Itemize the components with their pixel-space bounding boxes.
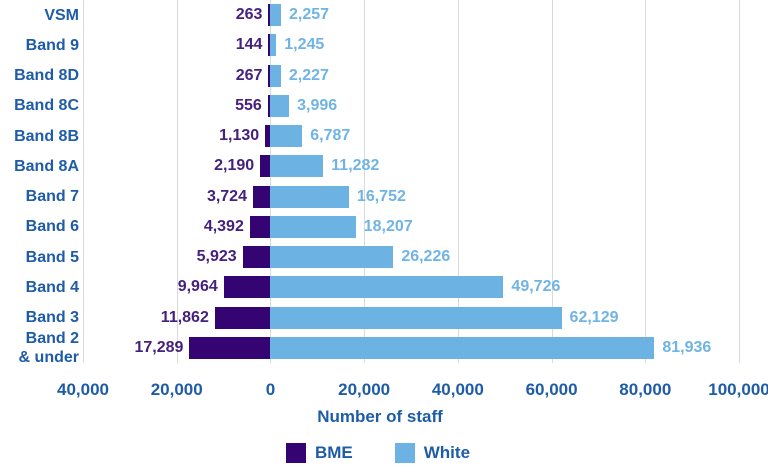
- x-tick-label: 80,000: [619, 380, 672, 399]
- white-bar: [270, 34, 277, 57]
- white-bar: [270, 64, 281, 87]
- bme-bar: [189, 336, 271, 359]
- bme-bar: [242, 246, 271, 269]
- gridline: [457, 0, 459, 363]
- gridline: [364, 0, 366, 363]
- white-bar: [270, 246, 394, 269]
- white-bar: [270, 306, 562, 329]
- bme-bar: [223, 276, 271, 299]
- bme-bar: [268, 34, 271, 57]
- gridline: [551, 0, 553, 363]
- bme-bar: [249, 215, 271, 238]
- category-label: Band 7: [25, 188, 79, 206]
- x-tick-label: 60,000: [525, 380, 578, 399]
- category-label: Band 5: [25, 248, 79, 266]
- white-value-label: 2,257: [289, 6, 330, 24]
- bme-value-label: 263: [235, 6, 263, 24]
- bme-swatch-icon: [285, 443, 306, 463]
- white-bar: [270, 155, 324, 178]
- bme-value-label: 9,964: [177, 278, 218, 296]
- category-label: Band 8D: [14, 67, 79, 85]
- category-label: Band 3: [25, 309, 79, 327]
- white-bar: [270, 4, 281, 27]
- white-value-label: 1,245: [284, 36, 325, 54]
- bme-value-label: 4,392: [203, 217, 244, 235]
- x-tick-label: 20,000: [150, 380, 203, 399]
- x-tick-label: 40,000: [57, 380, 109, 399]
- white-bar: [270, 185, 349, 208]
- bme-value-label: 3,724: [206, 187, 247, 205]
- bme-bar: [252, 185, 271, 208]
- x-tick-label: 0: [265, 380, 276, 399]
- bme-bar: [260, 155, 271, 178]
- white-value-label: 26,226: [401, 248, 451, 266]
- bme-value-label: 11,862: [160, 308, 209, 326]
- x-tick-label: 20,000: [338, 380, 391, 399]
- gridline: [176, 0, 178, 363]
- white-value-label: 6,787: [310, 127, 351, 145]
- bme-bar: [268, 64, 271, 87]
- category-label: Band 8A: [14, 157, 79, 175]
- category-label: Band 8B: [14, 127, 79, 145]
- x-tick-label: 100,000: [708, 380, 768, 399]
- bme-value-label: 17,289: [134, 338, 184, 356]
- white-value-label: 3,996: [297, 96, 338, 114]
- bme-bar: [267, 94, 271, 117]
- category-label: VSM: [44, 6, 79, 24]
- bme-value-label: 2,190: [214, 157, 255, 175]
- legend-item-bme: BME: [285, 443, 353, 463]
- category-label: Band 9: [25, 36, 79, 54]
- white-value-label: 2,227: [288, 66, 329, 84]
- white-value-label: 18,207: [363, 217, 413, 235]
- white-value-label: 16,752: [356, 187, 406, 205]
- category-label: Band 2 & under: [18, 329, 79, 366]
- bme-bar: [214, 306, 271, 329]
- x-tick-label: 40,000: [431, 380, 484, 399]
- white-bar: [270, 336, 655, 359]
- white-bar: [270, 94, 290, 117]
- white-swatch-icon: [394, 443, 415, 463]
- white-value-label: 62,129: [569, 308, 619, 326]
- legend: BME White: [0, 443, 756, 463]
- white-bar: [270, 215, 356, 238]
- category-label: Band 6: [25, 218, 79, 236]
- white-bar: [270, 125, 303, 148]
- bme-bar: [265, 125, 271, 148]
- bme-bar: [268, 4, 271, 27]
- bme-value-label: 1,130: [219, 127, 260, 145]
- legend-item-white: White: [394, 443, 471, 463]
- gridline: [645, 0, 647, 363]
- white-bar: [270, 276, 504, 299]
- gridline: [270, 0, 272, 363]
- white-value-label: 49,726: [511, 278, 561, 296]
- bme-value-label: 556: [235, 96, 262, 114]
- gridline: [83, 0, 84, 363]
- category-label: Band 4: [25, 278, 79, 296]
- white-value-label: 11,282: [331, 157, 380, 175]
- bme-value-label: 267: [235, 66, 263, 84]
- gridline: [739, 0, 740, 363]
- bme-value-label: 5,923: [196, 248, 237, 266]
- category-label: Band 8C: [14, 97, 79, 115]
- x-axis-title: Number of staff: [317, 407, 443, 426]
- legend-label-white: White: [423, 443, 471, 462]
- legend-label-bme: BME: [314, 443, 353, 462]
- white-value-label: 81,936: [662, 338, 712, 356]
- bme-value-label: 144: [235, 36, 263, 54]
